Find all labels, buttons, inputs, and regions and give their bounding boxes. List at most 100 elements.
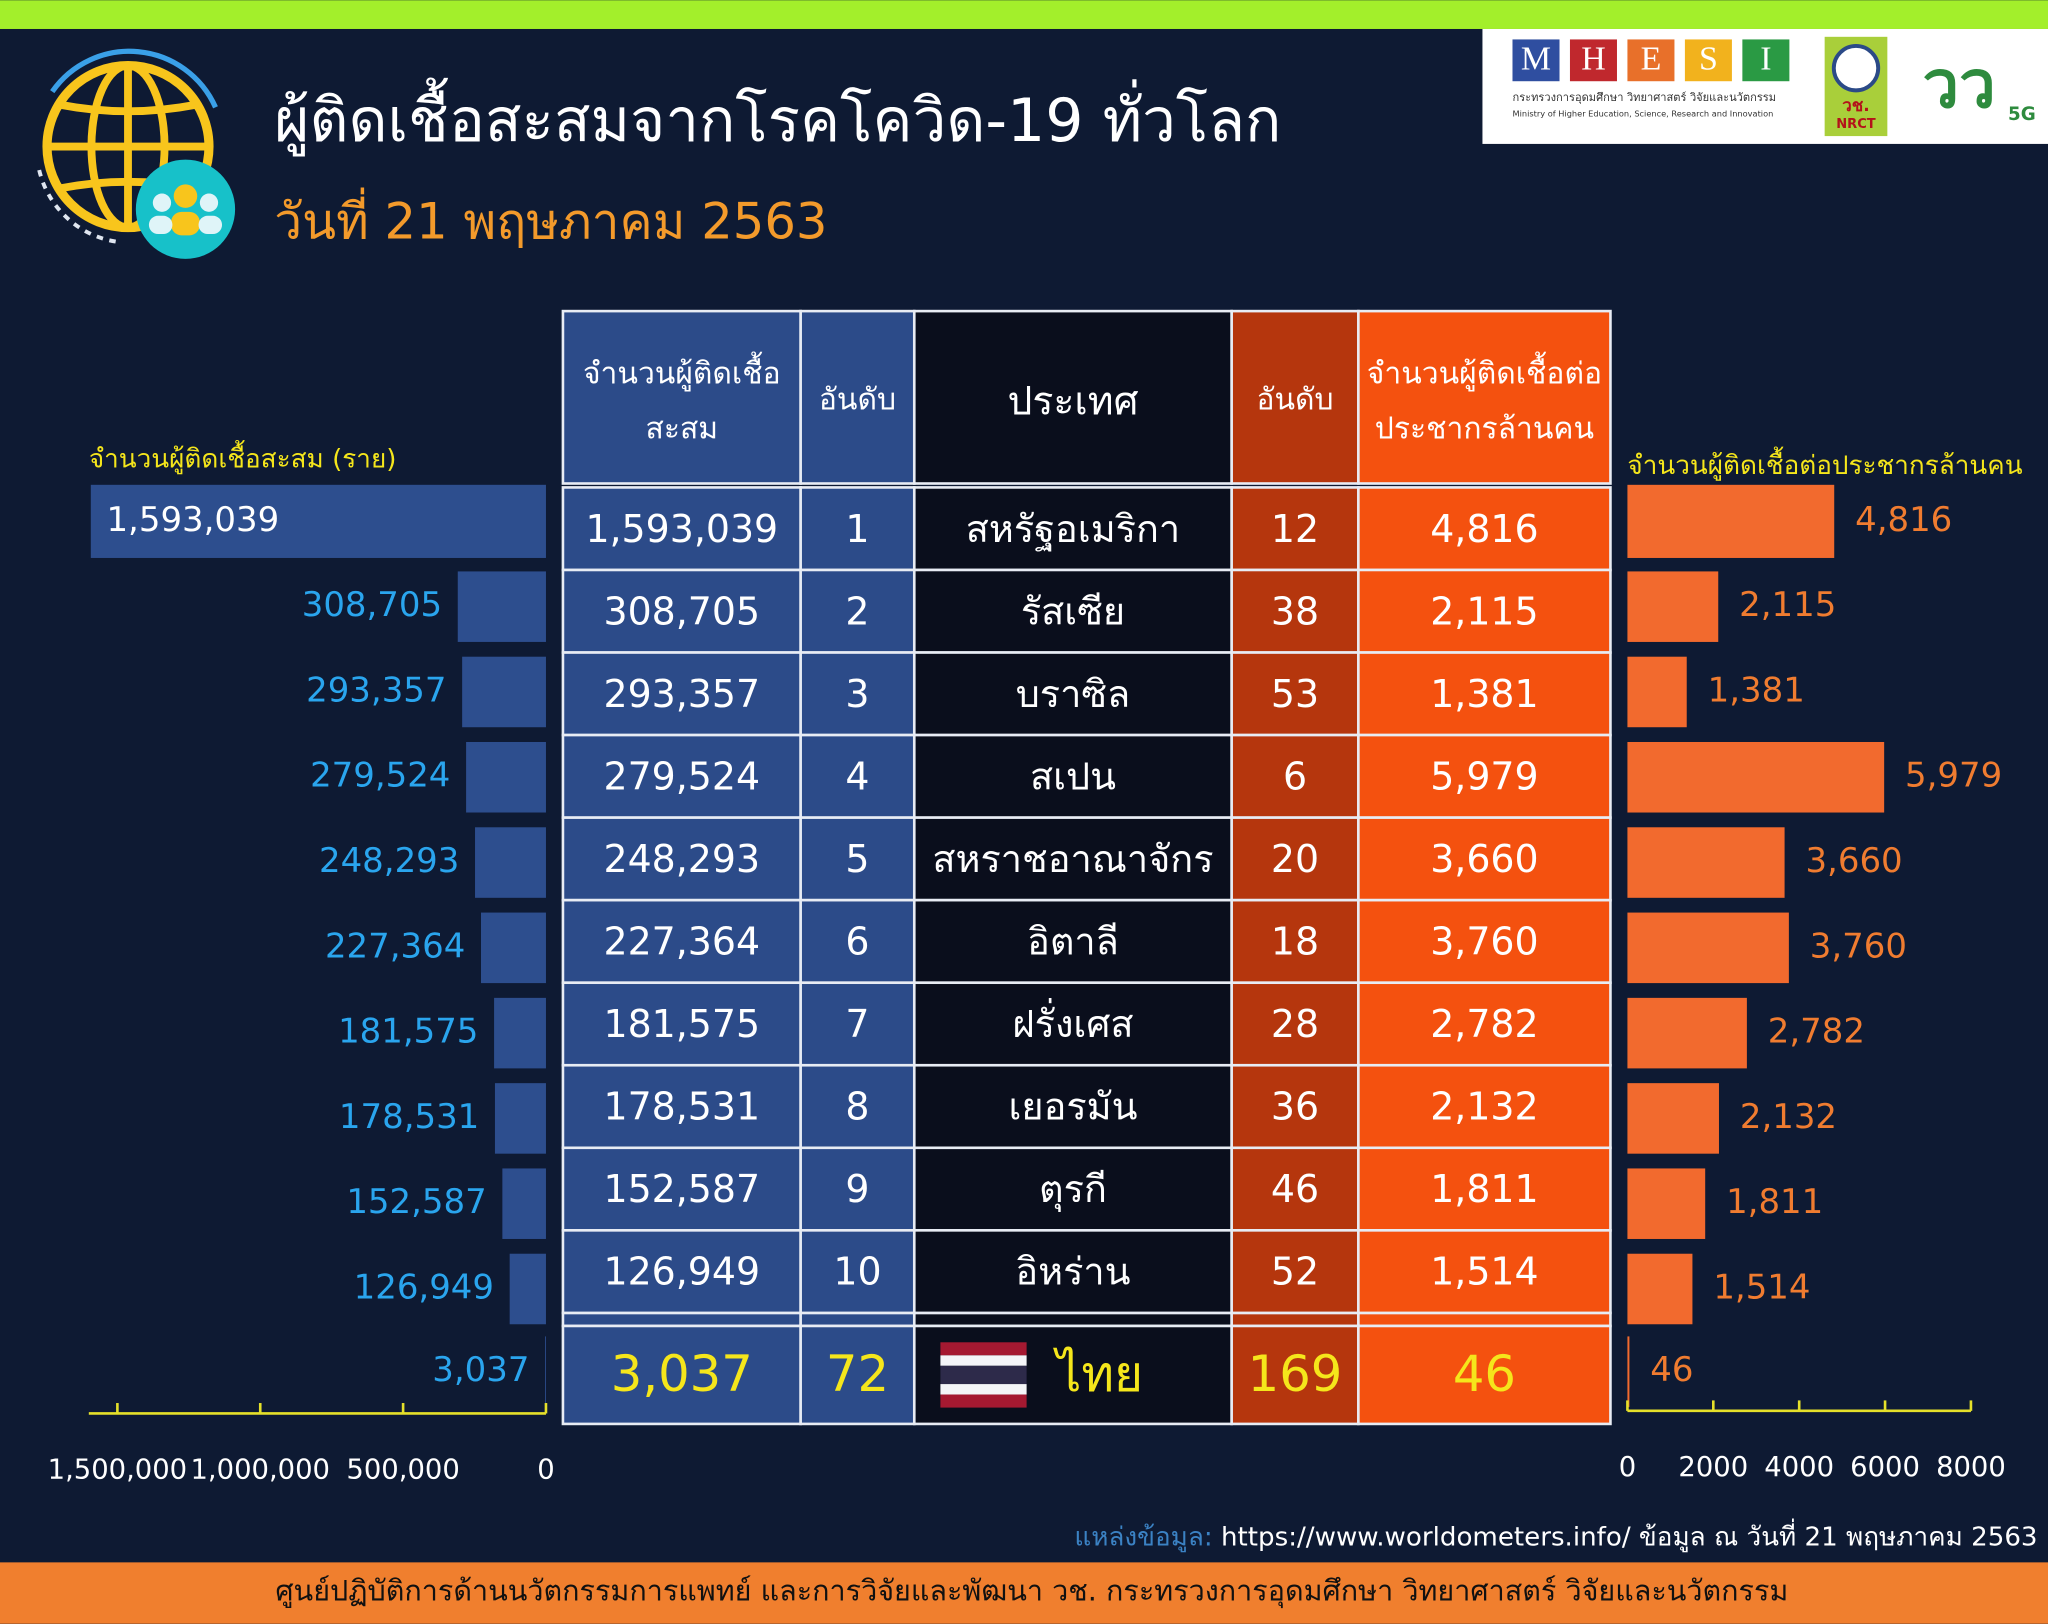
table-header-cell bbox=[1357, 309, 1612, 485]
table-cell-text: 227,364 bbox=[604, 920, 761, 964]
table-cell bbox=[561, 1146, 802, 1232]
table-separator bbox=[561, 1311, 802, 1328]
table-cell-text: 293,357 bbox=[604, 672, 761, 716]
table-cell bbox=[1230, 486, 1360, 572]
table-cell bbox=[799, 1229, 916, 1315]
thai-flag-stripe bbox=[940, 1355, 1027, 1366]
table-cell bbox=[1357, 981, 1612, 1067]
table-header-cell bbox=[561, 309, 802, 485]
value-label: 248,293 bbox=[319, 841, 459, 881]
table-header-text: สะสม bbox=[645, 411, 718, 446]
table-cell-text: 7 bbox=[845, 1002, 869, 1046]
nrct-en: NRCT bbox=[1836, 117, 1876, 132]
table-header-text: อันดับ bbox=[819, 383, 896, 418]
footer-band bbox=[0, 1562, 2048, 1624]
value-label: 2,132 bbox=[1740, 1097, 1837, 1137]
value-label: 227,364 bbox=[325, 926, 465, 966]
value-label: 3,660 bbox=[1805, 841, 1902, 881]
x-tick-label: 0 bbox=[1619, 1452, 1636, 1483]
bar bbox=[475, 827, 546, 898]
table-cell-text: 5 bbox=[845, 837, 869, 881]
value-label: 2,782 bbox=[1768, 1012, 1865, 1052]
table-cell-text: บราซิล bbox=[1016, 672, 1131, 716]
bar bbox=[1627, 1083, 1719, 1154]
value-label: 279,524 bbox=[310, 756, 450, 796]
x-tick-label: 1,500,000 bbox=[48, 1454, 187, 1485]
bar bbox=[545, 1336, 546, 1407]
table-cell bbox=[912, 981, 1233, 1067]
table-cell-text: สหราชอาณาจักร bbox=[932, 837, 1213, 881]
table-cell-text: 52 bbox=[1271, 1250, 1319, 1294]
table-cell bbox=[561, 898, 802, 985]
table-cell bbox=[561, 568, 802, 654]
table-cell bbox=[561, 1063, 802, 1150]
thai-flag-stripe bbox=[940, 1365, 1027, 1385]
table-cell-text: 38 bbox=[1271, 589, 1319, 633]
x-tick-label: 4000 bbox=[1764, 1452, 1834, 1483]
bar bbox=[1627, 1253, 1693, 1325]
logo-letter: E bbox=[1641, 40, 1662, 77]
bar bbox=[1627, 656, 1687, 728]
table-cell bbox=[1357, 1229, 1612, 1315]
bar bbox=[1627, 1336, 1630, 1407]
value-label: 4,816 bbox=[1855, 500, 1952, 540]
ministry-en: Ministry of Higher Education, Science, R… bbox=[1512, 108, 1773, 118]
table-cell-text: 178,531 bbox=[604, 1085, 761, 1129]
table-cell bbox=[1230, 1063, 1360, 1150]
table-cell-text: 1 bbox=[845, 507, 869, 551]
bar bbox=[502, 1168, 546, 1239]
table-cell-text: 2,115 bbox=[1430, 589, 1538, 633]
logo-letter-box bbox=[1512, 39, 1560, 82]
source-label: แหล่งข้อมูล: bbox=[1074, 1522, 1212, 1552]
value-label: 1,381 bbox=[1708, 670, 1805, 710]
table-header-text: อันดับ bbox=[1256, 383, 1333, 418]
table-cell bbox=[799, 1324, 916, 1426]
date: วันที่ 21 พฤษภาคม 2563 bbox=[274, 187, 827, 250]
thai-flag-stripe bbox=[940, 1394, 1027, 1408]
x-tick-label: 500,000 bbox=[346, 1454, 459, 1485]
bar bbox=[494, 1083, 546, 1154]
table-cell-text: 1,381 bbox=[1430, 672, 1538, 716]
value-label: 1,514 bbox=[1713, 1267, 1810, 1307]
table-cell-text: 1,811 bbox=[1430, 1167, 1538, 1211]
source-text: https://www.worldometers.info/ ข้อมูล ณ … bbox=[1221, 1518, 2038, 1552]
table-cell bbox=[1230, 1229, 1360, 1315]
table-cell-text: 4,816 bbox=[1430, 507, 1538, 551]
table-cell bbox=[799, 898, 916, 985]
table-cell-text: 18 bbox=[1271, 920, 1319, 964]
table-separator bbox=[1357, 1311, 1612, 1328]
ministry-th: กระทรวงการอุดมศึกษา วิทยาศาสตร์ วิจัยและ… bbox=[1512, 91, 1776, 104]
table-cell-text: อิหร่าน bbox=[1015, 1250, 1130, 1294]
table-cell bbox=[799, 1063, 916, 1150]
table-cell bbox=[1357, 733, 1612, 819]
table-header-text: ประเทศ bbox=[1007, 379, 1138, 424]
top-band bbox=[0, 0, 2048, 29]
bar bbox=[90, 484, 546, 558]
x-tick-label: 0 bbox=[537, 1454, 554, 1485]
table-cell bbox=[912, 651, 1233, 737]
bar bbox=[1627, 827, 1785, 898]
table-cell-text: 36 bbox=[1271, 1085, 1319, 1129]
table-cell-text: เยอรมัน bbox=[1008, 1085, 1137, 1129]
table-cell-text: 152,587 bbox=[604, 1167, 761, 1211]
table-cell bbox=[799, 568, 916, 654]
table-cell bbox=[1357, 1063, 1612, 1150]
bar bbox=[480, 912, 546, 984]
axis-title: จำนวนผู้ติดเชื้อต่อประชากรล้านคน bbox=[1627, 446, 2022, 481]
logo-letter-box bbox=[1742, 39, 1790, 82]
bar bbox=[462, 656, 546, 728]
table-header-text: ประชากรล้านคน bbox=[1375, 411, 1594, 446]
value-label: 152,587 bbox=[346, 1182, 486, 1222]
table-cell bbox=[561, 1324, 802, 1426]
brand-sub: 5G bbox=[2008, 104, 2036, 125]
table-cell-text: 279,524 bbox=[604, 754, 761, 798]
table-cell-text: 181,575 bbox=[604, 1002, 761, 1046]
table-cell-text: 46 bbox=[1271, 1167, 1319, 1211]
nrct-th: วช. bbox=[1842, 96, 1870, 116]
nrct-emblem bbox=[1831, 43, 1881, 93]
thai-flag-stripe bbox=[940, 1342, 1027, 1356]
table-cell bbox=[799, 981, 916, 1067]
table-cell bbox=[561, 816, 802, 902]
logo-letter: M bbox=[1521, 40, 1551, 77]
